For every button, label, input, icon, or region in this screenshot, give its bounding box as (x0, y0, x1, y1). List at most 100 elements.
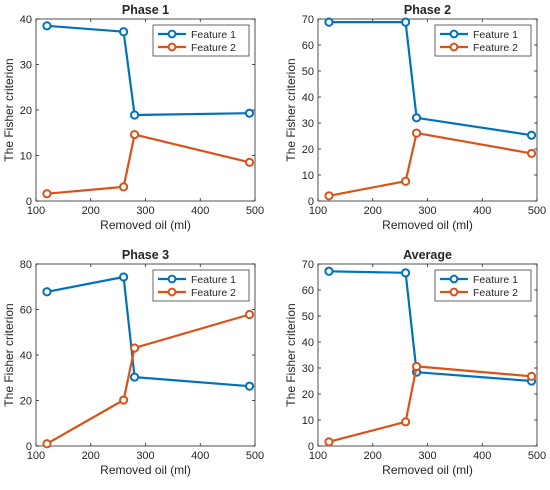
legend-box (152, 269, 250, 302)
data-point-feature-2 (411, 361, 422, 372)
y-tick-label: 20 (20, 105, 32, 117)
x-tick-label: 300 (418, 205, 436, 217)
chart-panel-3: 100 200 300 400 500 0 20 40 60 80 Phase 3 Removed o… (2, 248, 264, 477)
x-tick-label: 500 (528, 450, 546, 462)
data-point-feature-2 (244, 157, 255, 167)
data-point-feature-2 (244, 309, 255, 320)
legend-label: Feature 1 (473, 274, 518, 286)
y-tick-label: 80 (20, 259, 32, 271)
data-point-feature-2 (324, 437, 334, 447)
x-tick-label: 400 (191, 450, 209, 462)
x-axis-label: Removed oil (ml) (100, 218, 191, 232)
y-axis-label: The Fisher criterion (284, 303, 298, 406)
y-axis-label: The Fisher criterion (2, 58, 16, 161)
data-point-feature-2 (526, 148, 537, 159)
y-tick-label: 50 (302, 66, 314, 78)
chart-title: Phase 3 (122, 248, 169, 262)
y-tick-label: 10 (20, 151, 32, 163)
data-point-feature-2 (119, 395, 129, 405)
x-tick-label: 500 (246, 450, 264, 462)
data-point-feature-2 (119, 182, 129, 192)
data-point-feature-1 (526, 130, 537, 140)
chart-panel-2: 100 200 300 400 500 0 10 20 30 40 50 60 70 Phase 2 Rem… (284, 3, 546, 232)
legend-swatch-marker (167, 287, 177, 297)
x-tick-label: 200 (82, 450, 100, 462)
data-point-feature-2 (129, 343, 140, 353)
legend-swatch-marker (449, 29, 459, 39)
data-point-feature-1 (119, 27, 129, 37)
legend-swatch-marker (167, 42, 177, 52)
data-point-feature-1 (119, 272, 129, 282)
legend-box (434, 269, 532, 302)
series-line-feature-1 (328, 270, 532, 383)
data-point-feature-1 (401, 17, 411, 27)
chart-title: Phase 2 (404, 3, 451, 17)
legend-swatch-marker (449, 287, 459, 297)
y-tick-label: 50 (302, 311, 314, 323)
x-tick-label: 400 (473, 450, 491, 462)
data-point-feature-1 (42, 21, 52, 31)
legend-box (434, 24, 532, 57)
data-point-feature-1 (401, 268, 411, 278)
x-axis-label: Removed oil (ml) (382, 218, 473, 232)
x-tick-label: 100 (309, 450, 327, 462)
data-point-feature-1 (324, 17, 334, 27)
legend-swatch-marker (167, 29, 177, 39)
legend-label: Feature 1 (473, 29, 518, 41)
x-tick-label: 400 (473, 205, 491, 217)
x-axis-label: Removed oil (ml) (382, 463, 473, 477)
y-tick-label: 30 (20, 60, 32, 72)
y-tick-label: 10 (302, 170, 314, 182)
x-axis-label: Removed oil (ml) (100, 463, 191, 477)
legend-label: Feature 2 (473, 42, 518, 54)
data-point-feature-2 (129, 129, 140, 140)
legend-label: Feature 2 (473, 287, 518, 299)
x-tick-label: 400 (191, 205, 209, 217)
data-point-feature-1 (324, 266, 334, 276)
y-tick-label: 70 (302, 14, 314, 26)
y-axis-label: The Fisher criterion (2, 303, 16, 406)
x-tick-label: 500 (528, 205, 546, 217)
data-point-feature-2 (42, 189, 52, 199)
y-tick-label: 0 (308, 196, 314, 208)
chart-title: Phase 1 (122, 3, 169, 17)
series-line-feature-2 (46, 133, 250, 195)
legend-label: Feature 2 (191, 42, 236, 54)
data-point-feature-2 (42, 439, 52, 449)
x-tick-label: 100 (27, 205, 45, 217)
legend-swatch-marker (449, 274, 459, 284)
series-line-feature-2 (328, 132, 532, 197)
y-tick-label: 20 (302, 144, 314, 156)
series-line-feature-1 (46, 275, 250, 388)
x-tick-label: 200 (82, 205, 100, 217)
chart-panel-1: 100 200 300 400 500 0 10 20 30 40 Phase 1 Removed o… (2, 3, 264, 232)
data-point-feature-2 (401, 176, 411, 186)
y-tick-label: 60 (302, 40, 314, 52)
legend-label: Feature 2 (191, 287, 236, 299)
data-point-feature-1 (244, 381, 255, 391)
x-tick-label: 300 (418, 450, 436, 462)
data-point-feature-1 (411, 113, 422, 123)
y-axis-label: The Fisher criterion (284, 58, 298, 161)
x-tick-label: 500 (246, 205, 264, 217)
y-tick-label: 0 (26, 196, 32, 208)
y-tick-label: 30 (302, 363, 314, 375)
x-tick-label: 200 (364, 205, 382, 217)
x-tick-label: 100 (309, 205, 327, 217)
y-tick-label: 20 (20, 396, 32, 408)
x-tick-label: 300 (136, 205, 154, 217)
series-line-feature-2 (328, 365, 532, 443)
legend-label: Feature 1 (191, 29, 236, 41)
legend-swatch-marker (449, 42, 459, 52)
chart-panel-4: 100 200 300 400 500 0 10 20 30 40 50 60 70 Average Rem… (284, 248, 546, 477)
y-tick-label: 40 (20, 14, 32, 26)
x-tick-label: 200 (364, 450, 382, 462)
chart-title: Average (403, 248, 452, 262)
x-tick-label: 300 (136, 450, 154, 462)
y-tick-label: 0 (308, 441, 314, 453)
